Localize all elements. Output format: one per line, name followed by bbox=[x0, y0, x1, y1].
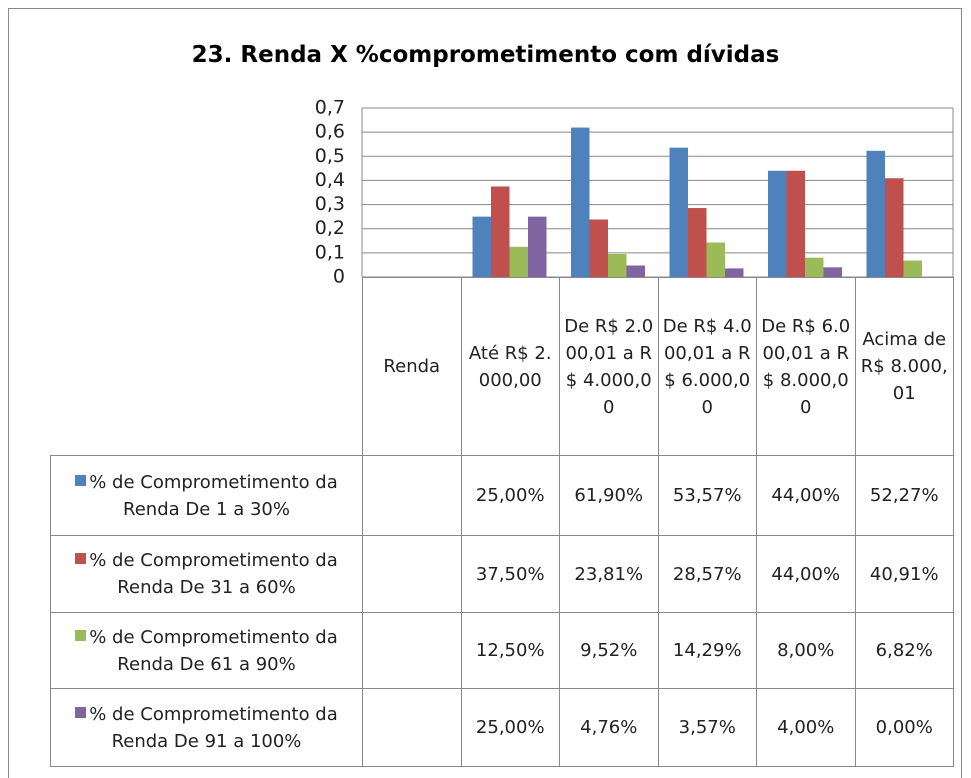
bar bbox=[706, 242, 725, 277]
category-label: De R$ 2.000,01 a R$ 4.000,00 bbox=[564, 315, 654, 418]
legend-label: % de Comprometimento da Renda De 91 a 10… bbox=[89, 703, 338, 752]
bar bbox=[805, 257, 824, 277]
bar bbox=[688, 208, 707, 277]
legend-entry: % de Comprometimento da Renda De 31 a 60… bbox=[59, 547, 354, 601]
data-cell: 40,91% bbox=[854, 535, 954, 613]
data-cell: 25,00% bbox=[460, 455, 560, 536]
legend-cell: % de Comprometimento da Renda De 1 a 30% bbox=[50, 455, 363, 536]
legend-entry: % de Comprometimento da Renda De 1 a 30% bbox=[59, 469, 354, 523]
data-cell: 6,82% bbox=[854, 612, 954, 689]
data-cell: 44,00% bbox=[756, 455, 856, 536]
data-cell: 28,57% bbox=[657, 535, 757, 613]
chart-frame bbox=[8, 8, 962, 778]
data-cell: 23,81% bbox=[559, 535, 659, 613]
y-tick-label: 0,4 bbox=[315, 169, 345, 191]
category-label: Até R$ 2.000,00 bbox=[468, 342, 552, 391]
y-tick-label: 0,2 bbox=[315, 217, 345, 239]
y-tick-label: 0 bbox=[333, 266, 345, 288]
data-cell: 52,27% bbox=[854, 455, 954, 536]
category-label: Renda bbox=[383, 356, 441, 377]
legend-label: % de Comprometimento da Renda De 31 a 60… bbox=[89, 550, 338, 598]
legend-key bbox=[75, 553, 87, 564]
y-tick-label: 0,3 bbox=[315, 193, 345, 215]
bar bbox=[866, 150, 885, 277]
legend-cell: % de Comprometimento da Renda De 31 a 60… bbox=[50, 535, 363, 613]
data-cell: 4,76% bbox=[559, 688, 659, 767]
legend-label: % de Comprometimento da Renda De 1 a 30% bbox=[89, 471, 338, 520]
legend-key bbox=[75, 629, 87, 641]
data-cell bbox=[362, 455, 462, 536]
legend-key bbox=[75, 706, 87, 718]
category-label: De R$ 4.000,01 a R$ 6.000,00 bbox=[662, 315, 752, 418]
legend-label: % de Comprometimento da Renda De 61 a 90… bbox=[89, 626, 338, 675]
category-cell: Acima de R$ 8.000,01 bbox=[854, 277, 954, 456]
data-cell: 53,57% bbox=[657, 455, 757, 536]
category-cell: De R$ 2.000,01 a R$ 4.000,00 bbox=[559, 277, 659, 456]
data-cell: 4,00% bbox=[756, 688, 856, 767]
data-cell: 14,29% bbox=[657, 612, 757, 689]
category-cell: De R$ 6.000,01 a R$ 8.000,00 bbox=[756, 277, 856, 456]
data-cell bbox=[362, 612, 462, 689]
data-cell: 9,52% bbox=[559, 612, 659, 689]
legend-key bbox=[75, 474, 87, 486]
data-cell: 61,90% bbox=[559, 455, 659, 536]
data-cell bbox=[362, 535, 462, 613]
y-tick-label: 0,1 bbox=[315, 241, 345, 263]
category-cell: De R$ 4.000,01 a R$ 6.000,00 bbox=[657, 277, 757, 456]
legend-cell: % de Comprometimento da Renda De 91 a 10… bbox=[50, 688, 363, 767]
bar bbox=[725, 268, 744, 277]
data-cell: 3,57% bbox=[657, 688, 757, 767]
legend-cell: % de Comprometimento da Renda De 61 a 90… bbox=[50, 612, 363, 689]
data-cell bbox=[362, 688, 462, 767]
legend-entry: % de Comprometimento da Renda De 91 a 10… bbox=[59, 701, 354, 755]
category-label: De R$ 6.000,01 a R$ 8.000,00 bbox=[761, 315, 851, 418]
data-cell: 12,50% bbox=[460, 612, 560, 689]
data-cell: 0,00% bbox=[854, 688, 954, 767]
data-cell: 8,00% bbox=[756, 612, 856, 689]
y-tick-label: 0,6 bbox=[315, 121, 345, 143]
chart-title: 23. Renda X %comprometimento com dívidas bbox=[191, 42, 780, 68]
bar bbox=[528, 216, 547, 277]
bar bbox=[509, 246, 528, 277]
bar bbox=[626, 265, 645, 277]
bar bbox=[571, 127, 590, 277]
bar bbox=[608, 254, 627, 277]
category-cell: Até R$ 2.000,00 bbox=[460, 277, 560, 456]
bar bbox=[669, 147, 688, 277]
bar bbox=[903, 260, 922, 277]
legend-entry: % de Comprometimento da Renda De 61 a 90… bbox=[59, 624, 354, 678]
y-tick-label: 0,7 bbox=[315, 97, 345, 119]
bar bbox=[472, 216, 491, 277]
bar bbox=[823, 267, 842, 277]
y-tick-label: 0,5 bbox=[315, 145, 345, 167]
data-cell: 25,00% bbox=[460, 688, 560, 767]
bar bbox=[885, 178, 904, 277]
category-label: Acima de R$ 8.000,01 bbox=[860, 329, 948, 404]
bar bbox=[589, 219, 608, 277]
bar bbox=[768, 170, 787, 277]
category-cell: Renda bbox=[362, 277, 462, 456]
data-cell: 37,50% bbox=[460, 535, 560, 613]
bar bbox=[491, 186, 510, 277]
bar bbox=[786, 170, 805, 277]
data-cell: 44,00% bbox=[756, 535, 856, 613]
